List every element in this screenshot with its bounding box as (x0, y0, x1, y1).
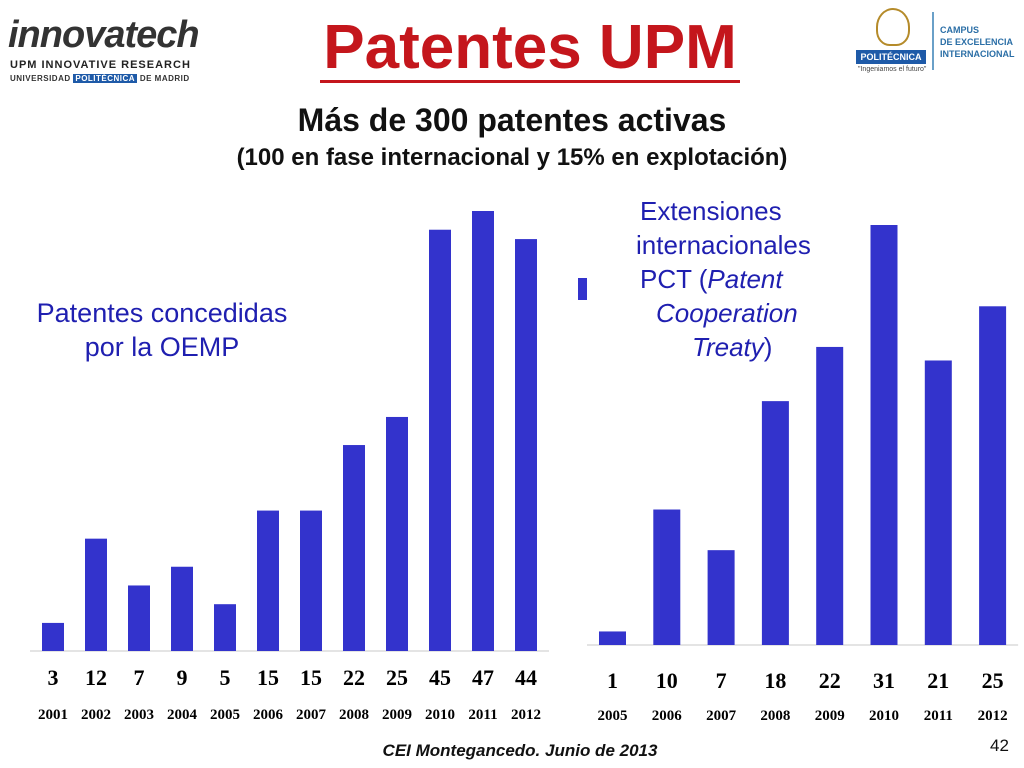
chart1-bar (214, 604, 236, 651)
chart1-year-label: 2002 (81, 707, 111, 723)
chart1-value-label: 44 (515, 665, 537, 690)
chart1-value-label: 22 (343, 665, 365, 690)
chart2-value-label: 10 (656, 668, 678, 693)
chart2-year-label: 2010 (869, 708, 899, 724)
chart1-year-label: 2007 (296, 707, 327, 723)
chart1-value-label: 47 (472, 665, 494, 690)
chart1-bar (472, 211, 494, 651)
upm-tagline: "Ingeniamos el futuro" (858, 66, 927, 73)
page-title: Patentes UPM (323, 13, 737, 82)
chart1-value-label: 12 (85, 665, 107, 690)
chart2-bar (707, 550, 735, 645)
chart1-value-label: 3 (48, 665, 59, 690)
chart2-value-label: 22 (819, 668, 841, 693)
chart2-value-label: 31 (873, 668, 895, 693)
chart1-year-label: 2003 (124, 707, 154, 723)
chart2-year-label: 2006 (652, 708, 683, 724)
chart2-legend-swatch (578, 278, 587, 300)
chart1-bar (42, 622, 64, 651)
chart2-bar (653, 509, 681, 645)
chart2-bar (924, 360, 952, 645)
campus-excelencia-text: CAMPUS DE EXCELENCIA INTERNACIONAL (940, 25, 1015, 59)
footer-text: CEI Montegancedo. Junio de 2013 (382, 741, 658, 760)
chart1-bar (300, 510, 322, 651)
chart1-bar (386, 416, 408, 651)
chart1-value-label: 15 (300, 665, 322, 690)
chart1-value-label: 9 (177, 665, 188, 690)
chart2-year-label: 2008 (760, 708, 790, 724)
page-number: 42 (990, 736, 1009, 755)
chart2-bar (761, 401, 789, 645)
innovatech-logo: innovatech UPM INNOVATIVE RESEARCH UNIVE… (4, 4, 200, 88)
chart2-value-label: 18 (764, 668, 786, 693)
chart1-bar (171, 566, 193, 651)
chart1-year-label: 2012 (511, 707, 541, 723)
chart1-bar (128, 585, 150, 651)
logo-divider (932, 12, 934, 70)
chart2-value-label: 21 (927, 668, 949, 693)
chart2-bar (870, 225, 898, 645)
chart2-value-label: 7 (716, 668, 727, 693)
chart1-value-label: 45 (429, 665, 451, 690)
chart1-value-label: 15 (257, 665, 279, 690)
chart2-bar (816, 346, 844, 645)
logo-tagline: UPM INNOVATIVE RESEARCH (10, 59, 191, 71)
chart1-value-label: 7 (134, 665, 145, 690)
chart2-year-label: 2007 (706, 708, 737, 724)
chart1-value-label: 5 (220, 665, 231, 690)
chart2-year-label: 2011 (924, 708, 953, 724)
chart1-year-label: 2009 (382, 707, 412, 723)
subtitle-detail: (100 en fase internacional y 15% en expl… (236, 144, 788, 171)
logo-wordmark: innovatech (8, 14, 200, 56)
chart1-year-label: 2008 (339, 707, 369, 723)
politecnica-badge: POLITÉCNICA (856, 50, 926, 64)
chart1-year-label: 2001 (38, 707, 68, 723)
chart1-label: Patentes concedidas por la OEMP (36, 298, 288, 362)
chart2-value-label: 25 (982, 668, 1004, 693)
title-underline (320, 80, 740, 83)
chart2-label: Extensiones internacionales PCT (Patent … (636, 196, 811, 362)
chart1-bar (429, 229, 451, 652)
chart2-year-label: 2012 (978, 708, 1008, 724)
chart1-bar (85, 538, 107, 651)
chart1-year-label: 2005 (210, 707, 240, 723)
subtitle-main: Más de 300 patentes activas (297, 102, 727, 138)
chart1-year-label: 2010 (425, 707, 455, 723)
chart1-year-label: 2011 (468, 707, 497, 723)
chart2-value-label: 1 (607, 668, 618, 693)
chart2-year-label: 2009 (815, 708, 845, 724)
chart1-bar (343, 445, 365, 651)
logo-university: UNIVERSIDAD POLITÉCNICA DE MADRID (10, 74, 190, 83)
chart2-bar (599, 631, 626, 645)
upm-seal-icon (876, 8, 910, 46)
upm-campus-logo: POLITÉCNICA "Ingeniamos el futuro" CAMPU… (850, 4, 1024, 80)
chart1-year-label: 2006 (253, 707, 284, 723)
chart1-bar (257, 510, 279, 651)
chart2-year-label: 2005 (598, 708, 628, 724)
chart1-value-label: 25 (386, 665, 408, 690)
chart1-year-label: 2004 (167, 707, 198, 723)
chart2-bar (979, 306, 1007, 645)
patent-bar-charts: 3 2001 12 2002 7 2003 9 2004 5 2005 15 2006 15 2007 22… (30, 211, 1019, 724)
chart1-bar (515, 239, 537, 651)
